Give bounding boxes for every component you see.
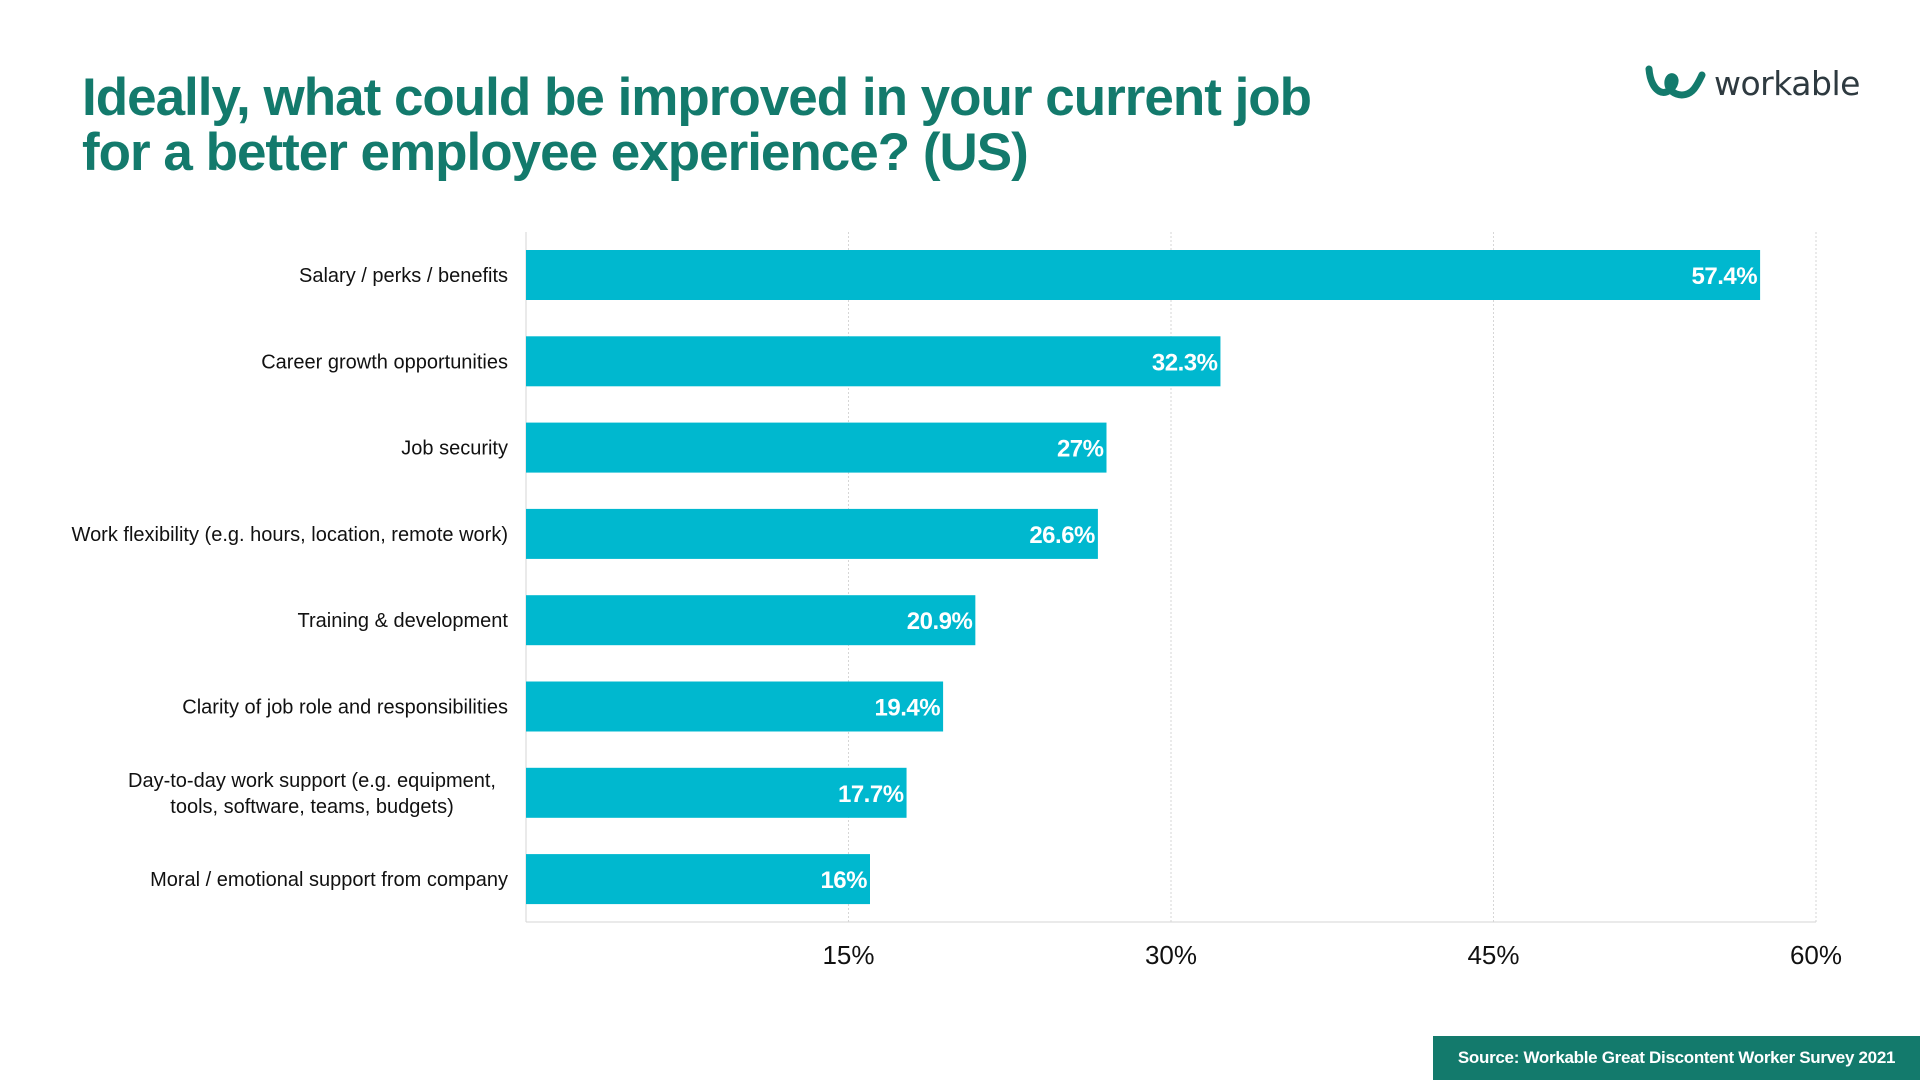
x-tick-label-2: 30% <box>1145 940 1197 970</box>
chart-title-line-1: Ideally, what could be improved in your … <box>82 68 1312 127</box>
bar-value-label-8: 16% <box>820 867 867 894</box>
category-label-1: Salary / perks / benefits <box>299 265 508 287</box>
bar-chart: 15% 30% 45% 60% 57.4% Salary / perks / benefi… <box>72 232 1842 970</box>
bar-value-label-2: 32.3% <box>1152 349 1218 376</box>
bar-value-label-4: 26.6% <box>1029 522 1095 549</box>
category-label-4: Work flexibility (e.g. hours, location, … <box>72 524 508 546</box>
category-label-3: Job security <box>401 438 508 460</box>
bar-value-label-5: 20.9% <box>907 608 973 635</box>
chart-title-line-2: for a better employee experience? (US) <box>82 123 1029 182</box>
bar-1 <box>526 250 1761 300</box>
bar-8 <box>526 854 870 905</box>
category-label-6: Clarity of job role and responsibilities <box>182 697 508 719</box>
bar-5 <box>526 595 976 646</box>
x-tick-label-4: 60% <box>1790 940 1842 970</box>
category-label-5: Training & development <box>298 610 509 632</box>
category-label-2: Career growth opportunities <box>261 351 508 373</box>
bar-value-label-7: 17.7% <box>838 781 904 808</box>
workable-logo-icon <box>1645 65 1706 99</box>
category-label-7: Day-to-day work support (e.g. equipment,… <box>128 770 496 818</box>
bar-4 <box>526 508 1098 559</box>
bar-2 <box>526 336 1221 387</box>
x-tick-label-3: 45% <box>1467 940 1519 970</box>
bar-6 <box>526 681 944 732</box>
bar-value-label-6: 19.4% <box>875 695 941 722</box>
workable-logo: workable <box>1644 60 1860 106</box>
bar-value-label-3: 27% <box>1057 436 1104 463</box>
category-label-7-line-2: tools, software, teams, budgets) <box>170 796 453 818</box>
category-label-7-line-1: Day-to-day work support (e.g. equipment, <box>128 770 496 792</box>
category-label-8: Moral / emotional support from company <box>150 869 508 891</box>
source-note: Source: Workable Great Discontent Worker… <box>1433 1036 1920 1080</box>
bar-value-label-1: 57.4% <box>1692 263 1758 290</box>
x-tick-label-1: 15% <box>822 940 874 970</box>
bar-7 <box>526 767 907 818</box>
workable-logo-text: workable <box>1714 63 1860 103</box>
chart-title: Ideally, what could be improved in your … <box>82 70 1482 180</box>
bar-3 <box>526 422 1107 473</box>
